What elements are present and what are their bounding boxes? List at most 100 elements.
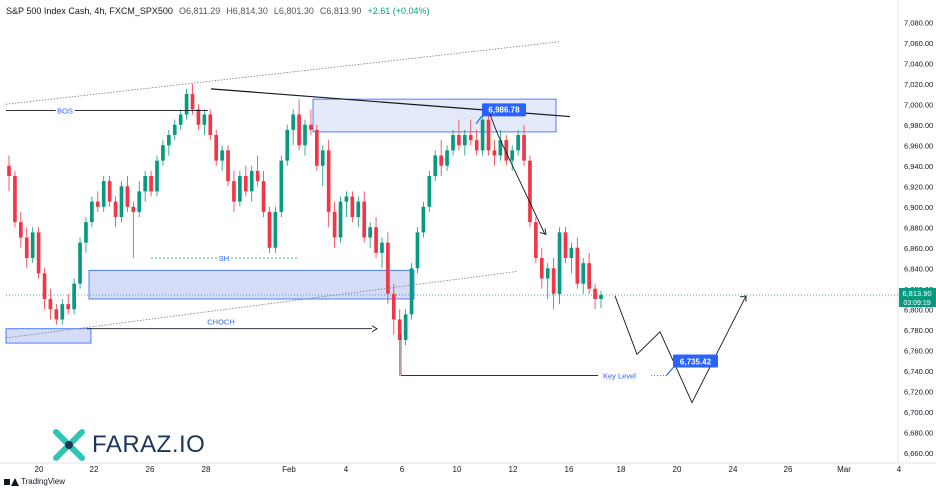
candle-body	[167, 135, 171, 146]
current-price-tag	[899, 288, 936, 308]
time-tick-label: 4	[897, 465, 902, 474]
candle-body	[119, 186, 124, 217]
target-callout-pointer	[665, 365, 676, 377]
candle-body	[303, 124, 307, 146]
candle-body	[338, 201, 343, 238]
time-tick-label: 20	[673, 465, 682, 474]
candle-body	[78, 242, 82, 284]
price-tick-label: 7,060.00	[904, 39, 933, 48]
price-tick-label: 6,840.00	[904, 264, 933, 273]
price-tick-label: 6,860.00	[904, 244, 933, 253]
price-tick-label: 7,040.00	[904, 59, 933, 68]
time-tick-label: 28	[202, 465, 211, 474]
candle-body	[356, 201, 361, 217]
candle-body	[451, 135, 455, 151]
candle-body	[261, 181, 266, 212]
candle-body	[569, 247, 574, 258]
bos-label: BOS	[57, 106, 73, 115]
price-tick-label: 7,000.00	[904, 100, 933, 109]
candle-body	[149, 176, 153, 192]
candle-body	[297, 114, 301, 146]
symbol-title[interactable]: S&P 500 Index Cash, 4h, FXCM_SPX500	[6, 6, 173, 16]
candle-body	[463, 135, 467, 146]
time-tick-label: 4	[344, 465, 349, 474]
candle-body	[350, 196, 355, 217]
time-tick-label: 26	[146, 465, 155, 474]
candle-body	[587, 263, 591, 289]
current-price-countdown: 03:09:19	[903, 300, 930, 307]
candle-body	[172, 124, 177, 135]
candle-body	[380, 242, 384, 253]
resistance-callout-label: 6,986.78	[488, 105, 520, 114]
candle-body	[30, 232, 35, 258]
candle-body	[516, 135, 520, 151]
candle-body	[202, 114, 207, 125]
current-price-tag-label: 6,813.90	[902, 289, 931, 298]
price-tick-label: 6,720.00	[904, 387, 933, 396]
price-tick-label: 6,800.00	[904, 305, 933, 314]
candle-body	[480, 119, 485, 151]
candle-body	[243, 176, 248, 192]
candle-body	[374, 227, 378, 253]
candle-body	[445, 150, 449, 166]
candle-body	[315, 129, 319, 166]
time-tick-label: 10	[453, 465, 462, 474]
candle-body	[599, 294, 603, 299]
demand-zone-lower	[5, 328, 92, 344]
tradingview-logo-icon[interactable]	[4, 477, 19, 486]
time-tick-label: 18	[617, 465, 626, 474]
time-tick-label: Feb	[282, 465, 296, 474]
demand-zone	[88, 269, 415, 300]
candle-body	[397, 319, 402, 340]
candle-body	[291, 114, 295, 130]
candle-body	[433, 155, 438, 176]
time-tick-label: 12	[509, 465, 518, 474]
candle-body	[72, 283, 76, 310]
price-tick-label: 6,880.00	[904, 223, 933, 232]
candle-body	[285, 129, 290, 161]
candle-body	[48, 299, 53, 310]
candle-body	[7, 165, 11, 176]
chart-header: S&P 500 Index Cash, 4h, FXCM_SPX500 O6,8…	[6, 4, 430, 18]
candle-body	[528, 160, 532, 223]
candle-body	[391, 293, 396, 320]
candle-body	[161, 145, 165, 161]
price-tick-label: 6,960.00	[904, 141, 933, 150]
candle-body	[54, 309, 59, 320]
price-tick-label: 6,780.00	[904, 326, 933, 335]
price-tick-label: 6,980.00	[904, 121, 933, 130]
candle-body	[24, 237, 29, 258]
time-tick-label: 26	[784, 465, 793, 474]
candle-body	[84, 222, 88, 243]
candle-body	[368, 227, 372, 238]
target-callout	[673, 354, 718, 368]
candle-body	[131, 206, 136, 212]
candle-body	[155, 160, 159, 192]
footer-brand[interactable]: TradingView	[21, 477, 66, 486]
candle-body	[196, 109, 201, 125]
candle-body	[486, 119, 491, 151]
candle-body	[208, 114, 213, 135]
projected-drop-path	[489, 114, 546, 235]
candle-body	[279, 160, 284, 212]
price-tick-label: 6,680.00	[904, 428, 933, 437]
time-tick-label: 24	[729, 465, 738, 474]
candle-body	[332, 211, 337, 238]
resistance-callout-pointer	[475, 113, 485, 125]
candle-body	[522, 135, 526, 161]
candle-body	[563, 232, 568, 258]
projected-future-path	[614, 295, 747, 404]
price-tick-label: 6,900.00	[904, 203, 933, 212]
candle-body	[539, 258, 544, 279]
candle-body	[113, 201, 118, 217]
projected-drop-arrowhead	[539, 228, 547, 236]
candle-body	[439, 155, 443, 166]
candle-body	[178, 114, 183, 125]
candle-body	[107, 181, 112, 202]
candle-body	[421, 206, 426, 233]
price-tick-label: 6,700.00	[904, 408, 933, 417]
candle-body	[13, 176, 17, 223]
price-tick-label: 6,740.00	[904, 367, 933, 376]
